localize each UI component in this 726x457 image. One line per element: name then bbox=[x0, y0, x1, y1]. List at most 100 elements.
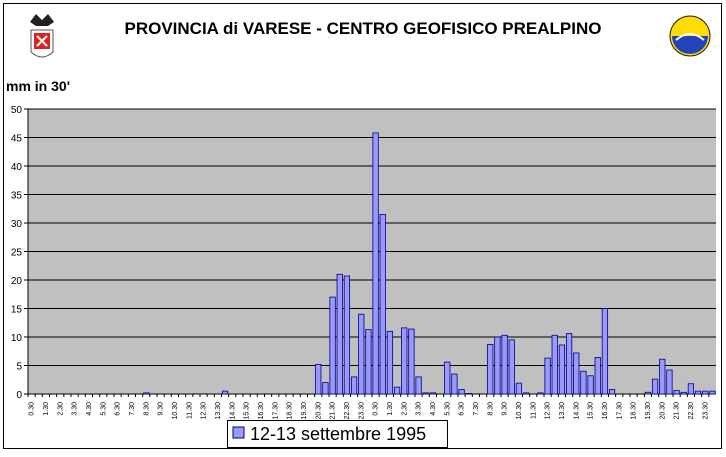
bar bbox=[379, 214, 386, 395]
legend-label: 12-13 settembre 1995 bbox=[250, 424, 426, 444]
bar bbox=[601, 308, 609, 395]
bar bbox=[494, 336, 501, 395]
x-tick-label: 20.30 bbox=[659, 402, 666, 420]
x-tick-label: 16.30 bbox=[258, 402, 265, 420]
bar bbox=[587, 375, 594, 395]
y-tick-label: 45 bbox=[11, 134, 23, 145]
bar bbox=[451, 373, 458, 395]
bar bbox=[651, 378, 659, 395]
x-tick-label: 12.30 bbox=[545, 402, 552, 420]
bar bbox=[444, 361, 451, 395]
bar bbox=[143, 392, 150, 395]
x-tick-label: 21.30 bbox=[674, 402, 681, 420]
x-tick-label: 15.30 bbox=[244, 402, 251, 420]
x-tick-label: 11.30 bbox=[186, 402, 193, 419]
bar bbox=[315, 363, 322, 395]
bar bbox=[694, 390, 702, 395]
x-tick-label: 3.30 bbox=[416, 402, 423, 416]
x-tick-label: 2.30 bbox=[57, 402, 64, 416]
x-tick-label: 22.30 bbox=[344, 402, 351, 420]
bar bbox=[594, 357, 601, 395]
bar bbox=[458, 389, 465, 395]
x-tick-label: 6.30 bbox=[115, 402, 122, 416]
x-tick-label: 11.30 bbox=[530, 402, 537, 419]
bar bbox=[673, 390, 680, 395]
x-tick-label: 14.30 bbox=[573, 402, 580, 420]
bar bbox=[365, 329, 372, 395]
x-tick-label: 0.30 bbox=[29, 402, 36, 416]
x-tick-label: 10.30 bbox=[516, 402, 523, 420]
y-tick-label: 15 bbox=[11, 305, 23, 316]
bar bbox=[358, 313, 365, 395]
x-tick-label: 4.30 bbox=[86, 402, 93, 416]
x-tick-label: 18.30 bbox=[287, 402, 294, 420]
x-tick-label: 13.30 bbox=[559, 402, 566, 420]
x-tick-label: 9.30 bbox=[502, 402, 509, 416]
bar bbox=[408, 328, 415, 395]
y-tick-label: 25 bbox=[11, 248, 23, 259]
bar bbox=[465, 393, 472, 395]
x-tick-label: 1.30 bbox=[387, 402, 394, 416]
y-tick-label: 50 bbox=[11, 105, 23, 116]
x-tick-label: 5.30 bbox=[100, 402, 107, 416]
x-tick-label: 21.30 bbox=[330, 402, 337, 420]
x-tick-label: 7.30 bbox=[129, 402, 136, 416]
x-tick-label: 18.30 bbox=[631, 402, 638, 420]
bar bbox=[680, 391, 687, 395]
x-tick-label: 2.30 bbox=[401, 402, 408, 416]
bar bbox=[221, 390, 229, 395]
x-tick-label: 19.30 bbox=[301, 402, 308, 420]
x-tick-label: 4.30 bbox=[430, 402, 437, 416]
bar bbox=[329, 296, 336, 395]
province-logo bbox=[30, 14, 54, 58]
legend: 12-13 settembre 1995 bbox=[227, 420, 448, 448]
x-tick-label: 20.30 bbox=[315, 402, 322, 420]
bar bbox=[386, 330, 394, 395]
bar bbox=[608, 389, 616, 395]
x-tick-label: 23.30 bbox=[702, 402, 709, 420]
legend-box bbox=[227, 420, 448, 448]
bar bbox=[565, 333, 573, 395]
x-tick-label: 9.30 bbox=[158, 402, 165, 416]
bar bbox=[343, 275, 351, 395]
x-tick-label: 0.30 bbox=[373, 402, 380, 416]
x-tick-label: 19.30 bbox=[645, 402, 652, 420]
x-tick-label: 12.30 bbox=[201, 402, 208, 420]
bar bbox=[515, 382, 523, 395]
bar bbox=[558, 344, 566, 395]
bar bbox=[687, 383, 695, 395]
y-tick-label: 30 bbox=[11, 219, 23, 230]
y-tick-label: 0 bbox=[16, 390, 22, 401]
x-tick-label: 23.30 bbox=[358, 402, 365, 420]
y-tick-label: 40 bbox=[11, 162, 23, 173]
bar bbox=[644, 391, 652, 395]
bar bbox=[501, 334, 508, 395]
x-tick-label: 15.30 bbox=[588, 402, 595, 420]
x-tick-label: 17.30 bbox=[616, 402, 623, 420]
x-tick-label: 8.30 bbox=[143, 402, 150, 416]
bar bbox=[350, 376, 358, 395]
y-tick-label: 10 bbox=[11, 333, 23, 344]
bar bbox=[401, 327, 408, 395]
bar bbox=[422, 392, 429, 395]
bar bbox=[659, 358, 666, 395]
x-tick-label: 17.30 bbox=[272, 402, 279, 420]
x-tick-label: 10.30 bbox=[172, 402, 179, 420]
bar bbox=[415, 376, 422, 395]
legend-swatch bbox=[232, 426, 245, 439]
x-tick-label: 5.30 bbox=[444, 402, 451, 416]
bar bbox=[551, 334, 558, 395]
x-tick-label: 3.30 bbox=[72, 402, 79, 416]
bar bbox=[322, 382, 329, 395]
bar bbox=[537, 392, 544, 395]
bar bbox=[580, 370, 587, 395]
bar bbox=[393, 386, 401, 395]
bar bbox=[487, 344, 494, 395]
x-tick-label: 8.30 bbox=[487, 402, 494, 416]
y-tick-label: 5 bbox=[16, 362, 22, 373]
bar bbox=[544, 357, 551, 395]
bar bbox=[666, 369, 673, 395]
bar bbox=[336, 273, 343, 395]
bar bbox=[508, 339, 515, 395]
